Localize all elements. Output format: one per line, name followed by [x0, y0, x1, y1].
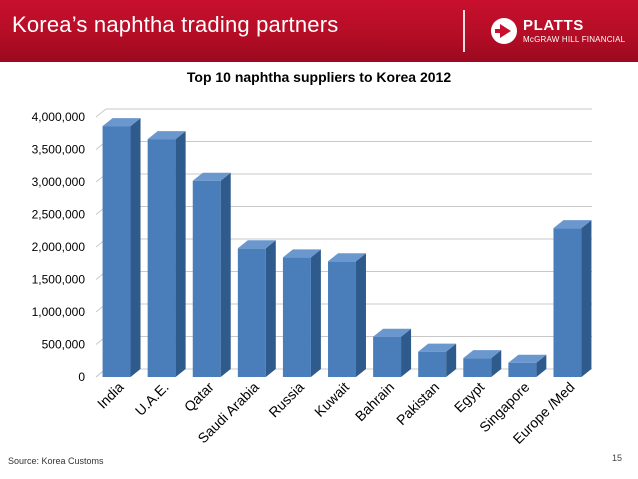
chart-title: Top 10 naphtha suppliers to Korea 2012 — [186, 69, 452, 85]
bar-top — [418, 343, 457, 352]
bar-side — [265, 240, 276, 377]
y-tick-label: 3,000,000 — [32, 175, 86, 189]
bar — [102, 118, 141, 377]
bar-top — [328, 253, 366, 262]
bar-front — [147, 139, 176, 377]
platts-logo-icon — [491, 18, 517, 44]
bar-top — [237, 240, 276, 249]
x-tick-label: Bahrain — [352, 379, 397, 424]
x-tick-label: Pakistan — [393, 379, 442, 428]
source-note: Source: Korea Customs — [8, 456, 104, 466]
bar-top — [192, 172, 231, 181]
bar-front — [373, 336, 402, 377]
header-banner: Korea’s naphtha trading partners PLATTS … — [0, 0, 638, 62]
bar-side — [175, 131, 186, 377]
bar-front — [508, 362, 537, 377]
gridline-depth — [95, 108, 107, 118]
bar-top — [102, 118, 141, 127]
y-tick-label: 2,500,000 — [32, 208, 86, 222]
bar-side — [536, 354, 547, 377]
y-tick-label: 1,000,000 — [32, 305, 86, 319]
bar-front — [328, 261, 356, 377]
bar-front — [192, 180, 221, 377]
bar — [418, 343, 457, 377]
bar — [373, 328, 412, 377]
x-tick-label: Russia — [265, 379, 307, 421]
bar — [328, 253, 366, 377]
page-number: 15 — [611, 453, 622, 463]
bar-front — [418, 351, 447, 377]
bar — [282, 249, 321, 377]
x-tick-label: Kuwait — [311, 379, 352, 420]
bar-side — [581, 220, 592, 377]
bar-top — [147, 131, 186, 140]
bar-side — [355, 253, 366, 377]
x-tick-label: India — [94, 379, 127, 412]
bar-top — [463, 350, 502, 359]
bar — [192, 172, 231, 377]
chart-bars — [102, 118, 592, 377]
bar-front — [282, 257, 311, 377]
bar — [147, 131, 186, 377]
bar-side — [310, 249, 321, 377]
bar-top — [373, 328, 412, 337]
page-title: Korea’s naphtha trading partners — [12, 12, 339, 37]
logo-wordmark: PLATTS — [523, 17, 584, 34]
x-tick-label: U.A.E. — [132, 379, 172, 419]
y-tick-label: 3,500,000 — [32, 143, 86, 157]
x-tick-label: Egypt — [451, 379, 488, 416]
bar — [508, 354, 547, 377]
y-tick-label: 0 — [78, 370, 85, 384]
y-tick-label: 2,000,000 — [32, 240, 86, 254]
bar-side — [220, 172, 231, 377]
bar-top — [282, 249, 321, 258]
bar-front — [102, 126, 131, 377]
bar — [237, 240, 276, 377]
bar-front — [553, 228, 582, 377]
bar-front — [237, 248, 266, 377]
bar-front — [463, 358, 492, 377]
logo-subtitle: McGRAW HILL FINANCIAL — [523, 35, 626, 44]
y-axis: 0 500,000 1,000,000 1,500,000 2,000,000 2,500… — [32, 110, 86, 384]
bar — [553, 220, 592, 377]
y-tick-label: 500,000 — [42, 338, 86, 352]
bar-side — [130, 118, 141, 377]
bar-side — [401, 328, 412, 377]
bar-side — [491, 350, 502, 377]
y-tick-label: 1,500,000 — [32, 273, 86, 287]
x-tick-label: Qatar — [181, 379, 217, 415]
header-divider — [463, 10, 465, 52]
bar-top — [553, 220, 592, 229]
y-tick-label: 4,000,000 — [32, 110, 86, 124]
bar-top — [508, 354, 547, 363]
bar — [463, 350, 502, 377]
bar-side — [446, 343, 457, 377]
